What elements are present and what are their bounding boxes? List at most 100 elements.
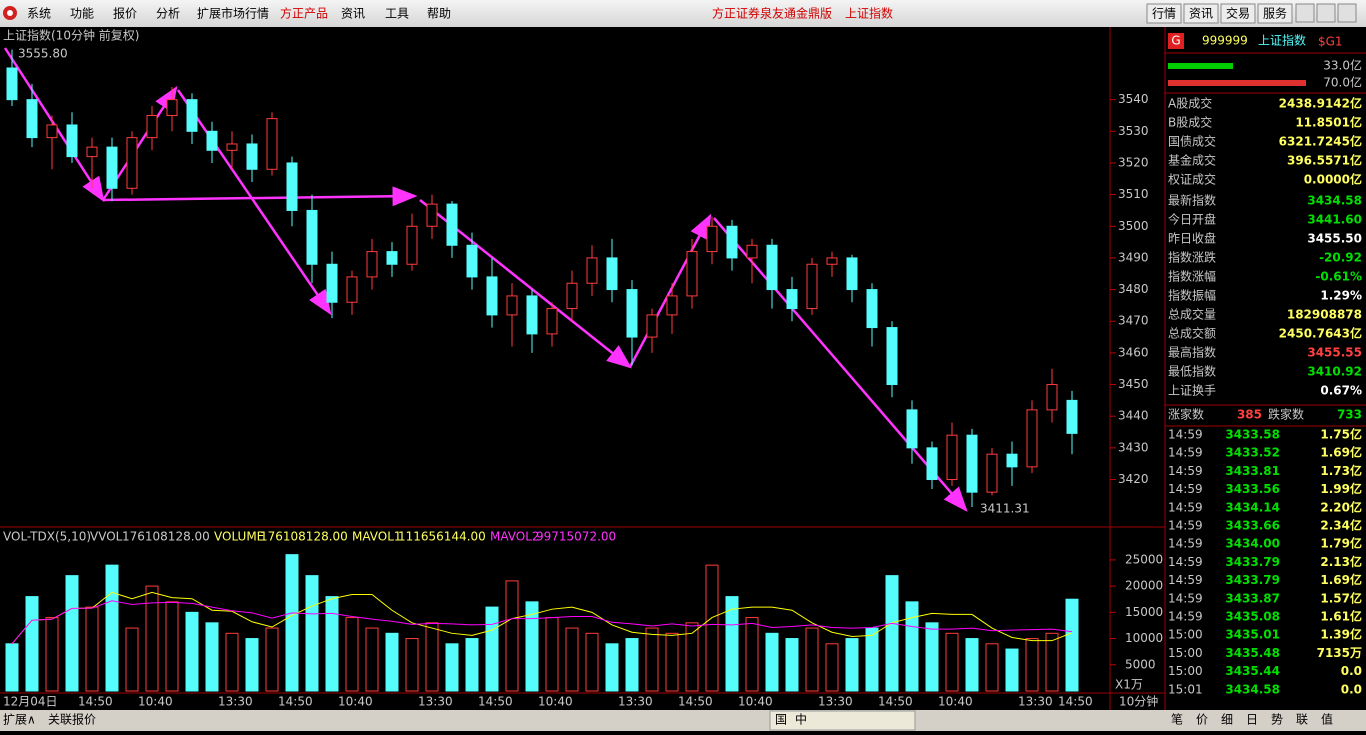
tick-time: 14:59 bbox=[1168, 555, 1203, 569]
y-tick-label: 3470 bbox=[1118, 314, 1149, 328]
extreme-label: 3555.80 bbox=[18, 47, 68, 61]
quote-label: 指数振幅 bbox=[1168, 288, 1216, 303]
ma-line bbox=[11, 591, 1073, 645]
tick-volume: 1.69亿 bbox=[1320, 572, 1362, 587]
tick-volume: 1.99亿 bbox=[1320, 481, 1362, 496]
side-tab[interactable]: 日 bbox=[1246, 713, 1258, 727]
y-tick-label: 3430 bbox=[1118, 440, 1149, 454]
quote-label: 上证换手 bbox=[1168, 384, 1216, 398]
bottom-tab[interactable]: 扩展∧ bbox=[3, 713, 36, 727]
window-title: 上证指数 bbox=[845, 6, 893, 21]
candle-body bbox=[1066, 399, 1078, 434]
tick-time: 14:59 bbox=[1168, 519, 1203, 533]
y-tick-label: 10000 bbox=[1125, 631, 1163, 645]
toolbar-button[interactable] bbox=[1220, 3, 1256, 24]
y-tick-label: 3500 bbox=[1118, 219, 1149, 233]
side-tab[interactable]: 价 bbox=[1196, 713, 1208, 727]
candle-body bbox=[466, 244, 478, 278]
candle-body bbox=[446, 203, 458, 246]
toolbar-button[interactable] bbox=[1183, 3, 1219, 24]
candle-body bbox=[306, 209, 318, 265]
quote-value: -20.92 bbox=[1319, 251, 1362, 265]
toolbar-button-label[interactable]: 服务 bbox=[1263, 6, 1287, 21]
candle-body bbox=[786, 289, 798, 310]
volume-bar bbox=[1065, 598, 1079, 692]
side-tab[interactable]: 值 bbox=[1321, 712, 1333, 727]
volume-bar bbox=[45, 617, 59, 692]
candle-body bbox=[166, 99, 178, 116]
tick-time: 14:59 bbox=[1168, 537, 1203, 551]
y-tick-label: 3490 bbox=[1118, 250, 1149, 264]
quote-label: 指数涨幅 bbox=[1168, 269, 1216, 284]
tick-volume: 1.79亿 bbox=[1320, 536, 1362, 551]
quote-value: 3434.58 bbox=[1307, 194, 1362, 208]
candle-body bbox=[1026, 409, 1038, 468]
candle-body bbox=[726, 225, 738, 259]
menu-bar bbox=[0, 0, 1366, 27]
tick-time: 14:59 bbox=[1168, 610, 1203, 624]
candle-body bbox=[846, 257, 858, 291]
close[interactable] bbox=[1337, 3, 1357, 23]
candle-body bbox=[186, 99, 198, 132]
menu-item[interactable]: 扩展市场行情 bbox=[197, 6, 269, 21]
chart-title: 上证指数(10分钟 前复权) bbox=[3, 28, 139, 43]
toolbar-button[interactable] bbox=[1257, 3, 1293, 24]
indicator-value: 111656144.00 bbox=[398, 530, 486, 544]
candle-body bbox=[326, 263, 338, 303]
logo bbox=[7, 10, 13, 16]
volume-bar bbox=[465, 638, 479, 692]
candle-body bbox=[66, 124, 78, 158]
volume-bar bbox=[805, 627, 819, 692]
candle-body bbox=[26, 99, 38, 139]
quote-label: 指数涨跌 bbox=[1168, 250, 1216, 265]
menu-item[interactable]: 帮助 bbox=[427, 7, 451, 21]
candle-body bbox=[106, 146, 118, 189]
side-tab[interactable]: 笔 bbox=[1171, 712, 1183, 727]
menu-item[interactable]: 分析 bbox=[156, 7, 180, 21]
y-tick-label: 3540 bbox=[1118, 92, 1149, 106]
badge bbox=[1168, 33, 1184, 49]
tick-time: 14:59 bbox=[1168, 464, 1203, 478]
menu-item[interactable]: 系统 bbox=[27, 7, 51, 21]
volume-bar bbox=[105, 564, 119, 692]
menu-item[interactable]: 报价 bbox=[113, 6, 137, 21]
side-tab[interactable]: 势 bbox=[1271, 713, 1283, 727]
volume-bar bbox=[345, 617, 359, 692]
candle-body bbox=[866, 289, 878, 329]
toolbar-button[interactable] bbox=[1146, 3, 1182, 24]
volume-bar bbox=[1005, 648, 1019, 692]
tick-price: 3433.81 bbox=[1225, 464, 1280, 478]
y-tick-label: 3520 bbox=[1118, 155, 1149, 169]
quote-value: 6321.7245亿 bbox=[1279, 134, 1362, 149]
menu-item[interactable]: 方正产品 bbox=[280, 6, 328, 21]
ratio-bar bbox=[1168, 80, 1306, 86]
side-tab[interactable]: 细 bbox=[1221, 713, 1233, 727]
volume-bar bbox=[145, 585, 159, 692]
arrow bbox=[713, 217, 968, 512]
tick-price: 3433.79 bbox=[1225, 573, 1280, 587]
toolbar-button-label[interactable]: 行情 bbox=[1152, 7, 1176, 21]
toolbar-icon[interactable]: 中 bbox=[795, 712, 807, 727]
toolbar-icon[interactable]: 国 bbox=[775, 713, 787, 727]
extreme-label: 3411.31 bbox=[980, 502, 1030, 516]
toolbar-button-label[interactable]: 交易 bbox=[1226, 6, 1250, 21]
bottom-tab[interactable]: 关联报价 bbox=[48, 712, 96, 727]
candle-body bbox=[946, 434, 958, 481]
minimize[interactable] bbox=[1295, 3, 1315, 23]
x-tick-label: 14:50 bbox=[878, 695, 913, 709]
ratio-label: 70.0亿 bbox=[1323, 75, 1362, 90]
restore[interactable] bbox=[1316, 3, 1336, 23]
tick-price: 3433.66 bbox=[1225, 519, 1280, 533]
tick-price: 3434.14 bbox=[1225, 500, 1280, 514]
tick-time: 15:00 bbox=[1168, 646, 1203, 660]
tick-volume: 7135万 bbox=[1317, 646, 1362, 660]
tick-time: 14:59 bbox=[1168, 428, 1203, 442]
x-tick-label: 14:50 bbox=[1058, 695, 1093, 709]
volume-bar bbox=[905, 601, 919, 692]
side-tab[interactable]: 联 bbox=[1296, 713, 1308, 727]
menu-item[interactable]: 功能 bbox=[70, 7, 94, 21]
menu-item[interactable]: 工具 bbox=[385, 7, 409, 21]
toolbar-button-label[interactable]: 资讯 bbox=[1189, 7, 1213, 21]
menu-item[interactable]: 资讯 bbox=[341, 7, 365, 21]
